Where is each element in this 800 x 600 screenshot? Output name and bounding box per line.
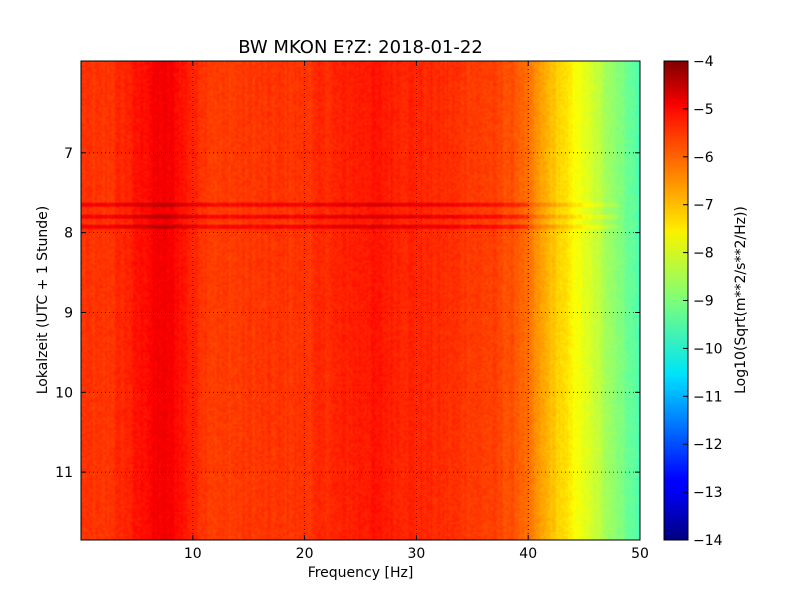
colorbar-tick-label: −14 [693, 533, 723, 549]
colorbar-tick-label: −6 [693, 150, 714, 166]
y-tick-label: 8 [64, 226, 73, 242]
colorbar-tick-label: −8 [693, 246, 714, 262]
colorbar-label: Log10(Sqrt(m**2/s**2/Hz)) [733, 206, 749, 394]
y-tick-label: 11 [55, 465, 73, 481]
x-tick-label: 20 [296, 546, 314, 562]
colorbar: −4 −5 −6 −7 −8 −9 −10 −11 −12 −13 −14 Log10(Sqrt(m… [663, 54, 749, 549]
y-tick-label: 7 [64, 146, 73, 162]
y-tick-label: 9 [64, 305, 73, 321]
colorbar-tick-label: −10 [693, 341, 723, 357]
colorbar-ticks: −4 −5 −6 −7 −8 −9 −10 −11 −12 −13 −14 [683, 54, 723, 549]
plot-area: 10 20 30 40 50 7 8 9 10 11 [55, 60, 649, 562]
colorbar-tick-label: −9 [693, 294, 714, 310]
colorbar-tick-label: −7 [693, 198, 714, 214]
colorbar-tick-label: −11 [693, 389, 723, 405]
x-tick-label: 40 [519, 546, 537, 562]
colorbar-tick-label: −13 [693, 485, 723, 501]
plot-frame [80, 60, 641, 541]
y-axis-ticks: 7 8 9 10 11 [55, 146, 640, 481]
x-tick-label: 30 [407, 546, 425, 562]
x-axis-label: Frequency [Hz] [308, 565, 414, 581]
y-axis-label: Lokalzeit (UTC + 1 Stunde) [35, 206, 51, 395]
colorbar-tick-label: −4 [693, 54, 714, 70]
chart-title: BW MKON E?Z: 2018-01-22 [238, 37, 483, 58]
y-tick-label: 10 [55, 385, 73, 401]
x-tick-label: 50 [631, 546, 649, 562]
x-axis-ticks: 10 20 30 40 50 [184, 61, 649, 562]
colorbar-tick-label: −5 [693, 102, 714, 118]
colorbar-tick-label: −12 [693, 437, 723, 453]
x-tick-label: 10 [184, 546, 202, 562]
spectrogram-image [81, 61, 640, 540]
